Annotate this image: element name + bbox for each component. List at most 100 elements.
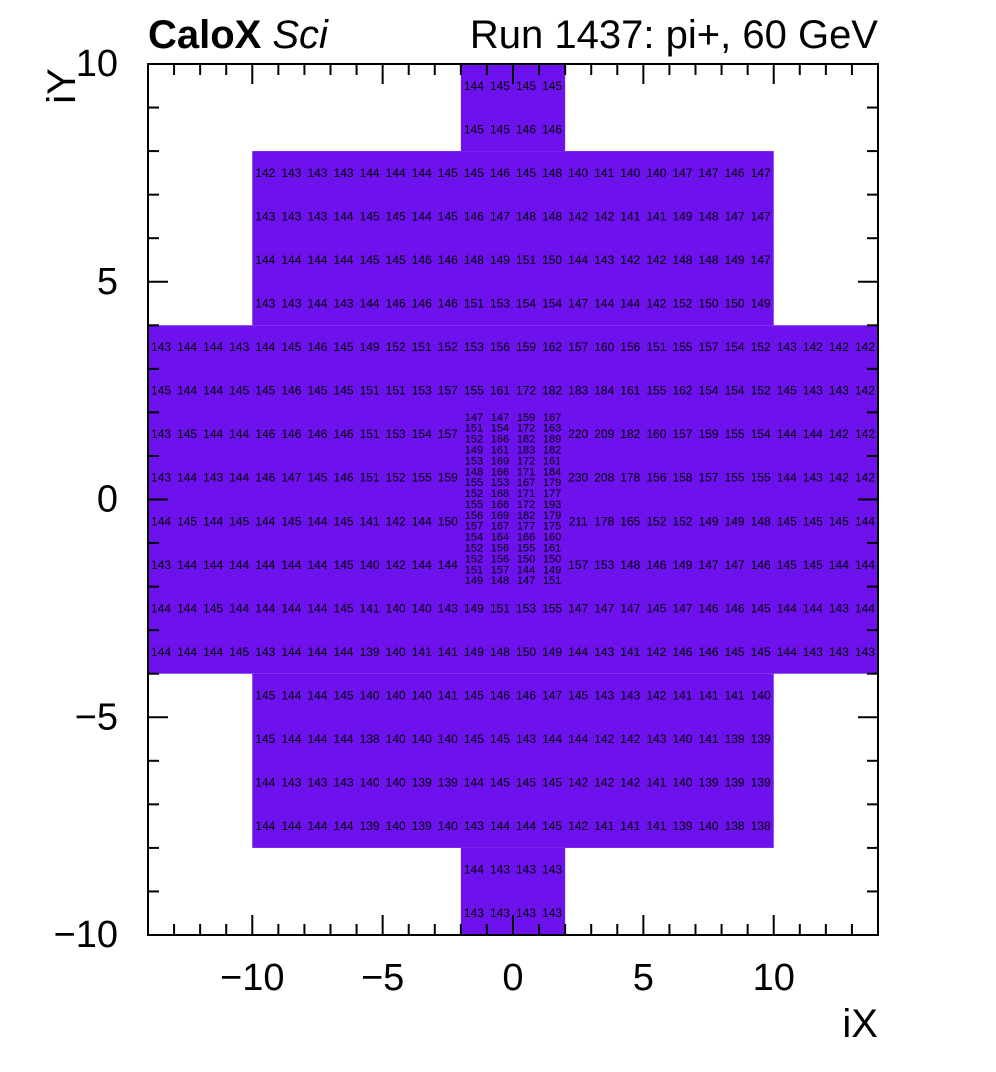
- cell-value: 143: [307, 776, 327, 790]
- cell-value: 143: [542, 906, 562, 920]
- fine-cell-value: 156: [491, 553, 509, 565]
- cell-value: 142: [855, 427, 875, 441]
- fine-cell-value: 154: [465, 532, 483, 544]
- cell-value: 145: [307, 384, 327, 398]
- cell-value: 143: [803, 645, 823, 659]
- cell-value: 145: [464, 122, 484, 136]
- cell-value: 139: [725, 776, 745, 790]
- cell-value: 146: [386, 297, 406, 311]
- cell-value: 144: [281, 558, 301, 572]
- cell-value: 145: [464, 166, 484, 180]
- cell-value: 162: [672, 384, 692, 398]
- cell-value: 146: [672, 645, 692, 659]
- fine-cell-value: 179: [543, 510, 561, 522]
- y-tick-label: 10: [76, 43, 118, 85]
- cell-value: 178: [620, 471, 640, 485]
- cell-value: 142: [386, 558, 406, 572]
- cell-value: 145: [803, 514, 823, 528]
- cell-value: 144: [281, 253, 301, 267]
- cell-value: 143: [464, 819, 484, 833]
- heatmap-region: [148, 325, 878, 674]
- cell-value: 147: [281, 471, 301, 485]
- cell-value: 145: [542, 819, 562, 833]
- cell-value: 145: [751, 645, 771, 659]
- cell-value: 144: [281, 819, 301, 833]
- fine-cell-value: 184: [543, 466, 561, 478]
- cell-value: 145: [334, 601, 354, 615]
- cell-value: 157: [672, 427, 692, 441]
- cell-value: 146: [334, 427, 354, 441]
- cell-value: 144: [281, 601, 301, 615]
- cell-value: 144: [307, 601, 327, 615]
- cell-value: 145: [386, 253, 406, 267]
- cell-value: 143: [255, 645, 275, 659]
- cell-value: 146: [334, 471, 354, 485]
- cell-value: 148: [620, 558, 640, 572]
- cell-value: 144: [177, 340, 197, 354]
- cell-value: 146: [646, 558, 666, 572]
- cell-value: 149: [360, 340, 380, 354]
- cell-value: 143: [334, 776, 354, 790]
- cell-value: 143: [229, 340, 249, 354]
- cell-value: 150: [542, 253, 562, 267]
- fine-cell-value: 150: [543, 553, 561, 565]
- cell-value: 140: [438, 732, 458, 746]
- cell-value: 143: [594, 253, 614, 267]
- cell-value: 145: [334, 340, 354, 354]
- cell-value: 149: [751, 297, 771, 311]
- cell-value: 141: [438, 645, 458, 659]
- fine-cell-value: 149: [465, 445, 483, 457]
- cell-value: 151: [646, 340, 666, 354]
- cell-value: 143: [829, 601, 849, 615]
- cell-value: 143: [803, 384, 823, 398]
- cell-value: 138: [360, 732, 380, 746]
- fine-cell-value: 182: [543, 445, 561, 457]
- cell-value: 143: [594, 688, 614, 702]
- cell-value: 157: [699, 340, 719, 354]
- cell-value: 144: [255, 776, 275, 790]
- cell-value: 141: [412, 645, 432, 659]
- cell-value: 140: [646, 166, 666, 180]
- cell-value: 144: [229, 471, 249, 485]
- cell-value: 152: [646, 514, 666, 528]
- cell-value: 154: [725, 340, 745, 354]
- cell-value: 144: [464, 776, 484, 790]
- fine-cell-value: 161: [543, 455, 561, 467]
- fine-cell-value: 153: [491, 477, 509, 489]
- cell-value: 143: [829, 645, 849, 659]
- cell-value: 149: [490, 253, 510, 267]
- cell-value: 147: [699, 166, 719, 180]
- cell-value: 142: [646, 645, 666, 659]
- cell-value: 145: [516, 166, 536, 180]
- cell-value: 142: [255, 166, 275, 180]
- cell-value: 144: [334, 819, 354, 833]
- cell-value: 156: [490, 340, 510, 354]
- fine-cell-value: 167: [517, 477, 535, 489]
- cell-value: 144: [568, 732, 588, 746]
- cell-value: 155: [672, 340, 692, 354]
- cell-value: 144: [307, 514, 327, 528]
- cell-value: 208: [594, 471, 614, 485]
- run-title: Run 1437: pi+, 60 GeV: [469, 13, 878, 57]
- cell-value: 144: [307, 297, 327, 311]
- cell-value: 142: [568, 209, 588, 223]
- cell-value: 140: [699, 819, 719, 833]
- cell-value: 144: [281, 732, 301, 746]
- cell-value: 142: [803, 340, 823, 354]
- cell-value: 146: [725, 601, 745, 615]
- cell-value: 147: [725, 209, 745, 223]
- cell-value: 140: [386, 776, 406, 790]
- cell-value: 142: [620, 732, 640, 746]
- cell-value: 142: [620, 776, 640, 790]
- cell-value: 144: [464, 79, 484, 93]
- x-axis-title: iX: [842, 1002, 878, 1046]
- cell-value: 143: [490, 863, 510, 877]
- fine-cell-value: 159: [517, 412, 535, 424]
- cell-value: 145: [255, 732, 275, 746]
- cell-value: 154: [516, 297, 536, 311]
- fine-cell-value: 182: [517, 434, 535, 446]
- cell-value: 140: [386, 645, 406, 659]
- cell-value: 144: [307, 688, 327, 702]
- cell-value: 144: [490, 819, 510, 833]
